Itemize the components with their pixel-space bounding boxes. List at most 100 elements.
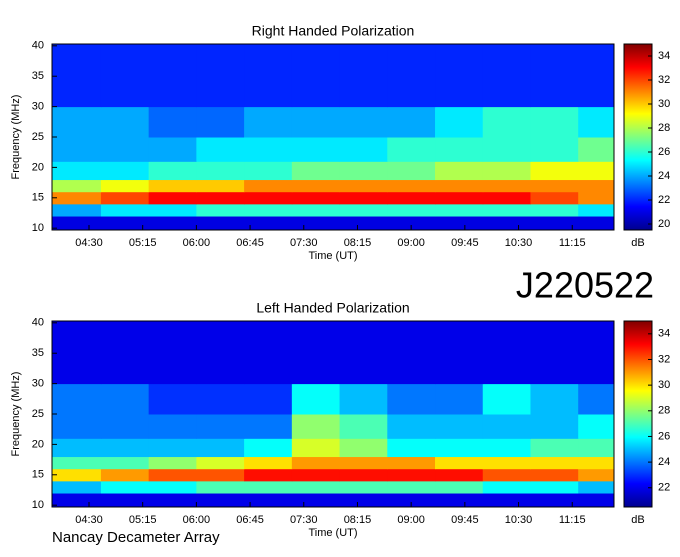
heatmap-cell: [148, 179, 197, 193]
heatmap-cell: [482, 414, 531, 439]
x-tick-label: 08:15: [344, 514, 372, 526]
heatmap-cell: [148, 191, 197, 205]
heatmap-cell: [100, 203, 150, 217]
heatmap-cell: [52, 161, 102, 181]
y-tick-label: 20: [32, 161, 44, 173]
colorbar-tick-label: 26: [658, 430, 670, 442]
heatmap-cell: [196, 493, 245, 508]
heatmap-cell: [339, 414, 388, 439]
heatmap-cell: [339, 480, 388, 494]
heatmap-cell: [530, 493, 579, 508]
heatmap-cell: [339, 179, 388, 193]
heatmap-cell: [100, 106, 150, 138]
colorbar-tick-label: 32: [658, 353, 670, 365]
heatmap-cell: [339, 383, 388, 415]
heatmap-cell: [52, 493, 102, 508]
heatmap-cell: [196, 456, 245, 470]
heatmap-cell: [244, 161, 293, 181]
heatmap-cell: [387, 414, 436, 439]
heatmap-cell: [196, 321, 245, 385]
heatmap-cell: [196, 191, 245, 205]
heatmap-cell: [387, 179, 436, 193]
chart-title: Right Handed Polarization: [252, 23, 415, 39]
heatmap-cell: [244, 216, 293, 231]
heatmap-cell: [52, 203, 102, 217]
x-axis-label: Time (UT): [308, 250, 357, 262]
heatmap-cell: [578, 161, 615, 181]
heatmap-cell: [482, 203, 531, 217]
heatmap-cell: [291, 137, 341, 162]
heatmap-cell: [339, 468, 388, 482]
heatmap-cell: [244, 468, 293, 482]
heatmap-cell: [291, 493, 341, 508]
y-tick-label: 30: [32, 101, 44, 113]
heatmap-cell: [100, 161, 150, 181]
x-tick-label: 11:15: [559, 514, 586, 526]
heatmap-cell: [435, 468, 484, 482]
x-tick-label: 06:45: [236, 237, 264, 249]
heatmap-cell: [291, 203, 341, 217]
heatmap-cell: [52, 480, 102, 494]
x-tick-label: 07:30: [290, 237, 318, 249]
colorbar-tick-label: 30: [658, 379, 670, 391]
y-tick-label: 40: [32, 317, 44, 329]
colorbar-label: dB: [631, 514, 644, 526]
heatmap-cell: [100, 468, 150, 482]
heatmap-cell: [291, 383, 341, 415]
heatmap-cell: [578, 179, 615, 193]
heatmap-cell: [387, 191, 436, 205]
y-tick-label: 35: [32, 347, 44, 359]
heatmap-cell: [339, 216, 388, 231]
x-tick-label: 10:30: [505, 514, 533, 526]
heatmap-cell: [530, 480, 579, 494]
x-tick-label: 09:00: [397, 237, 425, 249]
y-tick-label: 40: [32, 40, 44, 52]
heatmap-cell: [196, 480, 245, 494]
x-tick-label: 09:45: [451, 514, 479, 526]
y-tick-label: 20: [32, 438, 44, 450]
heatmap-cell: [148, 493, 197, 508]
heatmap-cell: [530, 106, 579, 138]
heatmap-cell: [530, 191, 579, 205]
heatmap-cell: [196, 203, 245, 217]
x-tick-label: 09:45: [451, 237, 479, 249]
heatmap-cell: [100, 456, 150, 470]
y-tick-label: 25: [32, 408, 44, 420]
heatmap-cell: [435, 480, 484, 494]
heatmap-cell: [530, 321, 579, 385]
x-tick-label: 06:00: [183, 514, 211, 526]
heatmap-cell: [52, 191, 102, 205]
heatmap-cell: [435, 321, 484, 385]
heatmap-cell: [291, 456, 341, 470]
heatmap-cell: [387, 383, 436, 415]
heatmap-cell: [148, 161, 197, 181]
y-axis-label: Frequency (MHz): [10, 372, 22, 457]
heatmap-cell: [578, 468, 615, 482]
heatmap-cell: [100, 383, 150, 415]
heatmap-cell: [148, 468, 197, 482]
heatmap-cell: [387, 137, 436, 162]
heatmap-cell: [52, 44, 102, 108]
heatmap-cell: [52, 321, 102, 385]
heatmap-cell: [482, 216, 531, 231]
heatmap-cell: [578, 191, 615, 205]
heatmap-cell: [52, 106, 102, 138]
heatmap-cell: [578, 456, 615, 470]
footer: Nancay Decameter Array: [52, 529, 220, 546]
heatmap-cell: [578, 137, 615, 162]
colorbar-tick-label: 28: [658, 122, 670, 134]
heatmap-cell: [100, 480, 150, 494]
y-tick-label: 15: [32, 192, 44, 204]
heatmap-cell: [244, 44, 293, 108]
heatmap-cell: [435, 456, 484, 470]
heatmap-cell: [291, 216, 341, 231]
heatmap-cell: [578, 203, 615, 217]
heatmap-cell: [387, 480, 436, 494]
heatmap-cell: [148, 480, 197, 494]
heatmap-cell: [435, 161, 484, 181]
chart-title: Left Handed Polarization: [256, 300, 409, 316]
heatmap-cell: [578, 44, 615, 108]
heatmap-cell: [482, 480, 531, 494]
x-tick-label: 05:15: [129, 514, 157, 526]
heatmap-cell: [482, 456, 531, 470]
